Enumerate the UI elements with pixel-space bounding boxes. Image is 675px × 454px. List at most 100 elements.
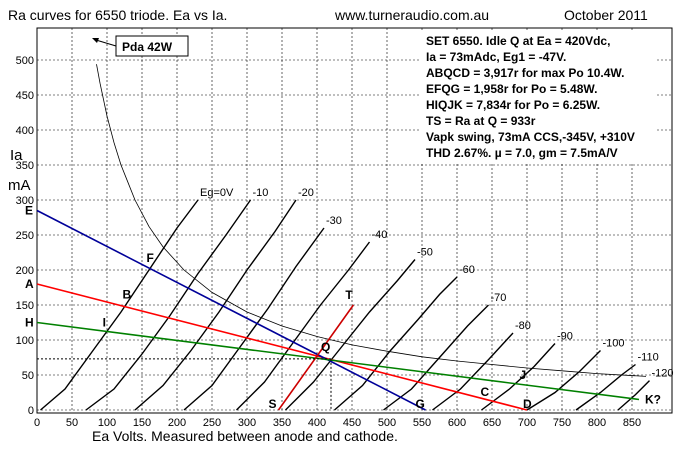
point-label: K? <box>645 393 661 407</box>
valve-curve-label: Eg=0V <box>200 187 234 199</box>
valve-curve <box>134 199 297 411</box>
y-axis-label-ia: Ia <box>10 147 23 164</box>
y-tick-label: 300 <box>16 195 34 207</box>
info-line: SET 6550. Idle Q at Ea = 420Vdc, <box>426 34 610 48</box>
x-tick-label: 550 <box>413 417 431 429</box>
point-label: B <box>123 287 132 301</box>
point-label: D <box>523 397 532 411</box>
point-label: A <box>25 277 34 291</box>
x-tick-label: 300 <box>238 417 256 429</box>
valve-curve <box>432 332 514 411</box>
x-tick-label: 450 <box>343 417 361 429</box>
pda-arrow-line <box>95 39 117 47</box>
valve-curve-label: -50 <box>417 247 433 259</box>
y-axis-label-ma: mA <box>8 177 31 194</box>
point-label: F <box>147 251 154 265</box>
point-label: E <box>25 204 33 218</box>
point-label: J <box>520 368 527 382</box>
pda-curve <box>96 64 647 377</box>
valve-curve-label: -120 <box>652 368 674 380</box>
valve-curve <box>334 276 458 411</box>
point-label: Q <box>321 340 330 354</box>
load-line <box>277 304 355 411</box>
valve-curve-label: -10 <box>253 187 269 199</box>
info-line: Ia = 73mAdc, Eg1 = -47V. <box>426 50 566 64</box>
point-label: T <box>345 288 353 302</box>
x-tick-label: 200 <box>168 417 186 429</box>
x-tick-label: 350 <box>273 417 291 429</box>
y-tick-label: 400 <box>16 125 34 137</box>
y-tick-label: 100 <box>16 335 34 347</box>
x-tick-label: 250 <box>203 417 221 429</box>
x-tick-label: 100 <box>98 417 116 429</box>
point-label: G <box>416 397 425 411</box>
x-axis-label: Ea Volts. Measured between anode and cat… <box>92 428 398 444</box>
point-label: I <box>103 315 106 329</box>
x-tick-label: 500 <box>378 417 396 429</box>
valve-curve <box>40 199 199 411</box>
load-lines <box>36 209 640 411</box>
info-line: ABQCD = 3,917r for max Po 10.4W. <box>426 66 624 80</box>
y-tick-label: 200 <box>16 265 34 277</box>
info-line: HIQJK = 7,834r for Po = 6.25W. <box>426 98 600 112</box>
x-tick-label: 700 <box>518 417 536 429</box>
point-label: H <box>25 316 34 330</box>
valve-curve-label: -90 <box>557 331 573 343</box>
x-tick-label: 50 <box>66 417 78 429</box>
info-lines: SET 6550. Idle Q at Ea = 420Vdc, Ia = 73m… <box>426 34 635 160</box>
valve-curve <box>285 259 416 411</box>
x-tick-label: 400 <box>308 417 326 429</box>
grid <box>37 28 672 411</box>
x-tick-label: 0 <box>34 417 40 429</box>
valve-curve <box>481 343 556 411</box>
x-tick-label: 600 <box>448 417 466 429</box>
valve-curve <box>383 304 489 411</box>
x-tick-label: 650 <box>483 417 501 429</box>
y-tick-label: 50 <box>22 370 34 382</box>
info-line: TS = Ra at Q = 933r <box>426 114 536 128</box>
x-tick-label: 750 <box>553 417 571 429</box>
valve-curve-label: -40 <box>372 229 388 241</box>
pda-curve-line <box>96 64 647 377</box>
valve-curve <box>183 227 325 411</box>
point-label: C <box>481 385 490 399</box>
info-box <box>420 30 656 164</box>
valve-curve-label: -30 <box>326 215 342 227</box>
info-line: THD 2.67%. µ = 7.0, gm = 7.5mA/V <box>426 146 618 160</box>
y-tick-label: 350 <box>16 160 34 172</box>
x-tick-label: 150 <box>133 417 151 429</box>
info-line: Vapk swing, 73mA CCS,-345V, +310V <box>426 130 635 144</box>
valve-curve-label: -70 <box>491 292 507 304</box>
valve-curve <box>526 350 601 411</box>
chart-date: October 2011 <box>564 7 648 23</box>
x-tick-label: 850 <box>623 417 641 429</box>
valve-curve-label: -110 <box>638 352 659 364</box>
load-line <box>36 283 528 411</box>
point-label: S <box>269 397 277 411</box>
valve-curve-label: -80 <box>515 320 531 332</box>
valve-curve-label: -60 <box>459 264 475 276</box>
y-tick-label: 0 <box>28 405 34 417</box>
valve-curve <box>617 380 650 411</box>
site-url: www.turneraudio.com.au <box>334 7 489 23</box>
tick-labels: 0 50 100 150 200 250 300 350 400 450 500 550 600 650 7… <box>16 55 642 429</box>
y-tick-label: 450 <box>16 90 34 102</box>
y-tick-label: 150 <box>16 300 34 312</box>
point-labels: A B Q C D E F G H I J K? T S <box>25 204 661 412</box>
valve-curve <box>236 241 371 411</box>
chart-title: Ra curves for 6550 triode. Ea vs Ia. <box>8 7 227 23</box>
y-tick-label: 250 <box>16 230 34 242</box>
y-tick-label: 500 <box>16 55 34 67</box>
valve-curve <box>575 363 636 411</box>
valve-curve <box>85 199 252 411</box>
pda-label: Pda 42W <box>122 40 173 54</box>
valve-curve-label: -20 <box>298 187 314 199</box>
valve-curves: Eg=0V -10 -20 -30 -40 -50 -60 -70 -80 -90 -100 -110… <box>40 187 674 411</box>
load-line <box>36 209 426 411</box>
info-line: EFQG = 1,958r for Po = 5.48W. <box>426 82 597 96</box>
load-line <box>36 321 640 401</box>
pda-arrow-head <box>92 38 99 43</box>
x-tick-label: 800 <box>588 417 606 429</box>
